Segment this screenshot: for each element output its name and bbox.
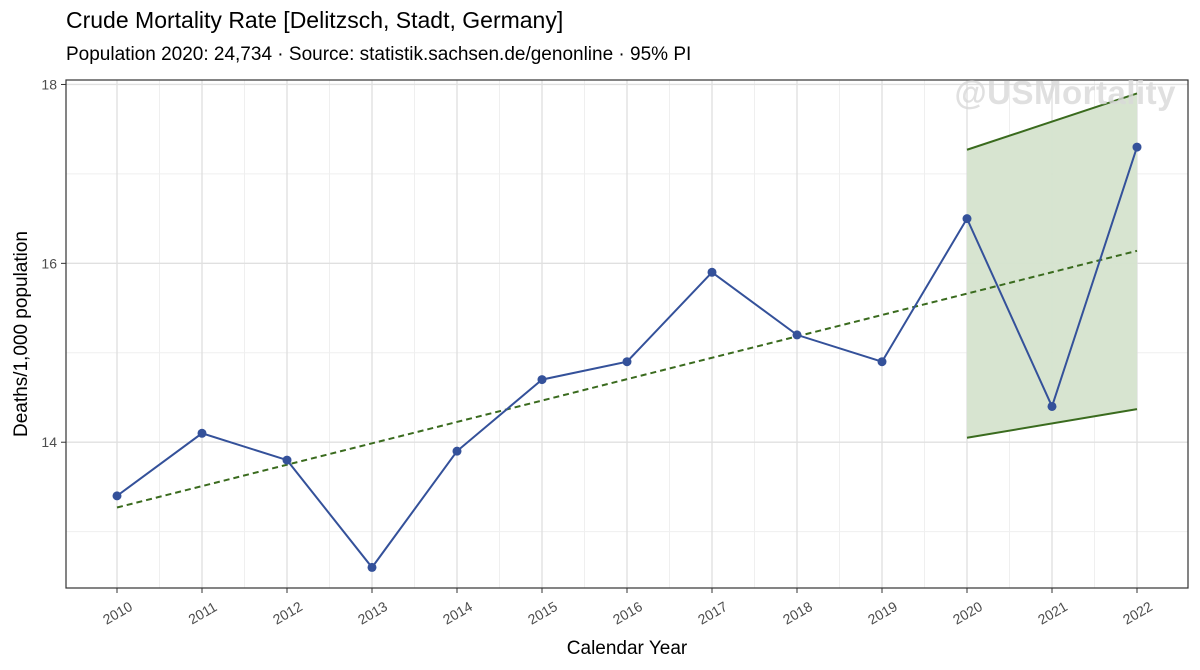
data-point (112, 491, 122, 501)
x-axis-title: Calendar Year (567, 638, 688, 659)
data-point (537, 375, 547, 385)
data-point (877, 357, 887, 367)
data-point (622, 357, 632, 367)
data-point (367, 562, 377, 572)
x-tick-label: 2016 (610, 598, 645, 628)
y-tick-label: 16 (41, 255, 57, 271)
data-point (707, 267, 717, 277)
y-axis-title: Deaths/1,000 population (11, 231, 32, 437)
chart-title: Crude Mortality Rate [Delitzsch, Stadt, … (66, 7, 564, 33)
y-tick-label: 18 (41, 76, 57, 92)
data-point (282, 455, 292, 465)
y-axis: 14 16 18 (41, 76, 66, 450)
x-tick-label: 2019 (865, 598, 900, 628)
x-tick-label: 2022 (1120, 598, 1155, 628)
prediction-interval-lower (966, 408, 1138, 439)
trend-line-dashed (116, 249, 1138, 509)
x-tick-label: 2012 (270, 598, 305, 628)
data-point (197, 428, 207, 438)
trend-line (116, 249, 1138, 509)
x-axis: 2010 2011 2012 2013 2014 2015 2016 2017 2018 2019… (100, 588, 1155, 628)
watermark: @USMortality (954, 74, 1176, 111)
x-tick-label: 2021 (1035, 598, 1070, 628)
data-point (1047, 401, 1057, 411)
x-tick-label: 2010 (100, 598, 135, 628)
y-tick-label: 14 (41, 434, 57, 450)
data-point (792, 330, 802, 340)
data-point (962, 214, 972, 224)
prediction-interval-upper (966, 92, 1138, 151)
prediction-interval-band (967, 93, 1137, 438)
series (112, 142, 1142, 572)
x-tick-label: 2020 (950, 598, 985, 628)
data-point (1132, 142, 1142, 152)
x-tick-label: 2015 (525, 598, 560, 628)
chart-subtitle: Population 2020: 24,734 · Source: statis… (66, 44, 692, 65)
x-tick-label: 2011 (185, 598, 219, 627)
prediction-interval (966, 92, 1138, 439)
x-tick-label: 2017 (695, 598, 730, 628)
x-tick-label: 2013 (355, 598, 390, 628)
x-tick-label: 2018 (780, 598, 815, 628)
x-tick-label: 2014 (440, 598, 475, 628)
data-point (452, 446, 462, 456)
